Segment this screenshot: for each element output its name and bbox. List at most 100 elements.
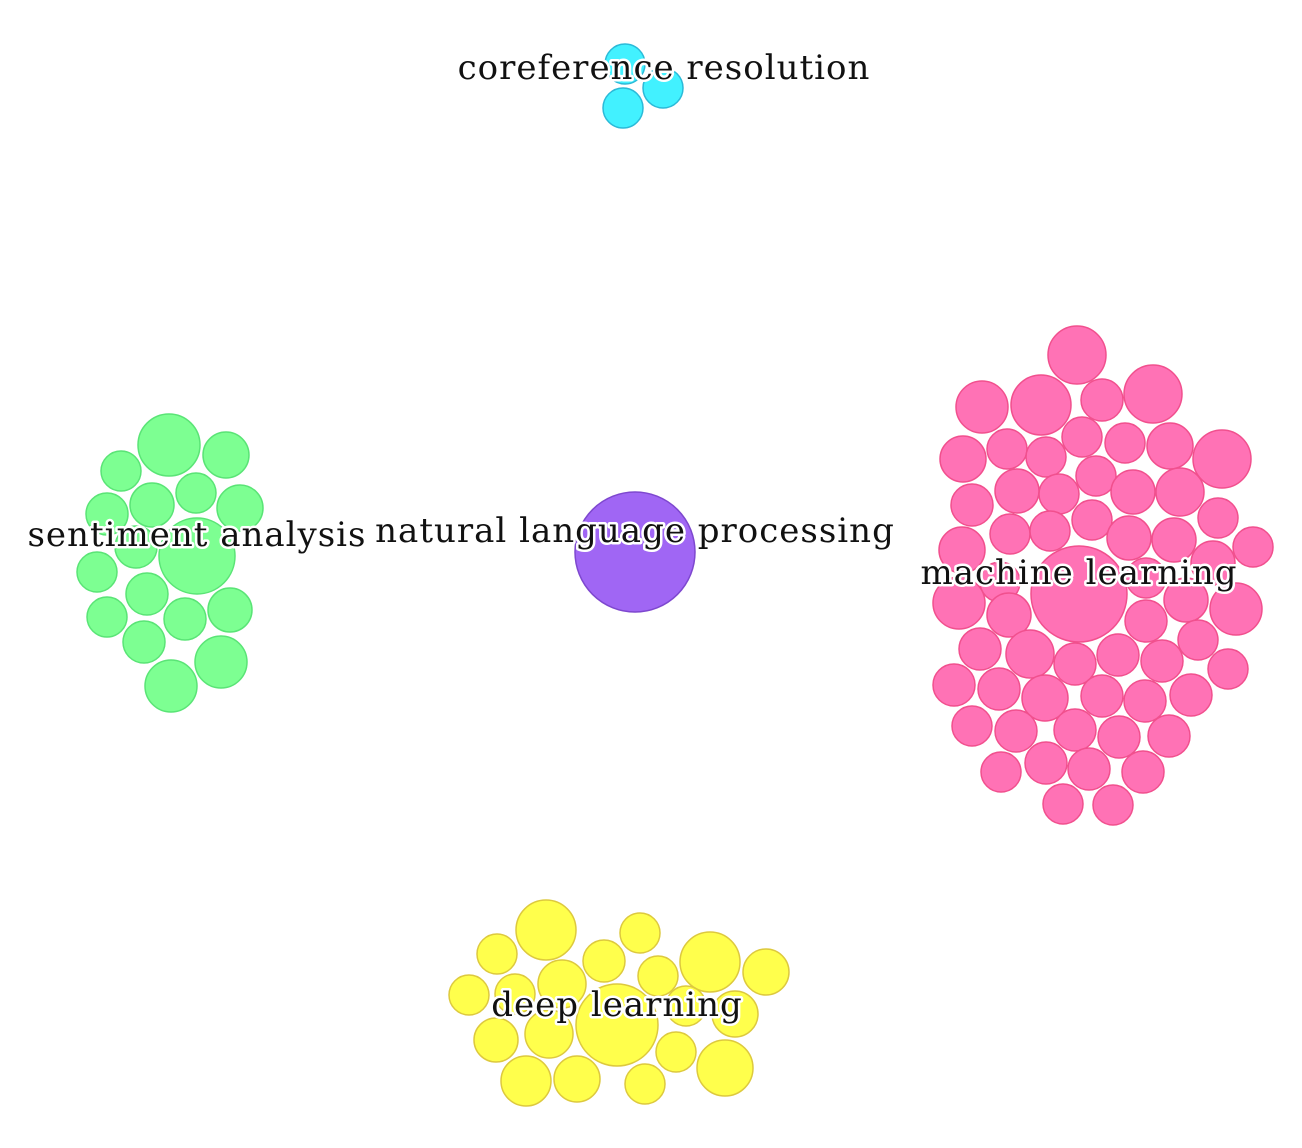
ml-node[interactable] bbox=[932, 663, 976, 707]
ml-node[interactable] bbox=[1042, 783, 1084, 825]
sentiment-node[interactable] bbox=[194, 635, 248, 689]
dl-node[interactable] bbox=[582, 939, 626, 983]
ml-node[interactable] bbox=[980, 751, 1022, 793]
nodes-layer bbox=[76, 43, 1274, 1107]
ml-node[interactable] bbox=[1030, 545, 1128, 643]
ml-node[interactable] bbox=[1140, 639, 1184, 683]
ml-node[interactable] bbox=[1110, 469, 1156, 515]
dl-node[interactable] bbox=[537, 959, 587, 1009]
sentiment-node[interactable] bbox=[202, 431, 250, 479]
sentiment-node[interactable] bbox=[137, 413, 201, 477]
ml-node[interactable] bbox=[1121, 750, 1165, 794]
ml-node[interactable] bbox=[1207, 648, 1249, 690]
dl-node[interactable] bbox=[524, 1009, 574, 1059]
ml-node[interactable] bbox=[1169, 673, 1213, 717]
sentiment-node[interactable] bbox=[122, 620, 166, 664]
ml-node[interactable] bbox=[994, 709, 1038, 753]
ml-node[interactable] bbox=[1147, 714, 1191, 758]
ml-node[interactable] bbox=[1123, 679, 1167, 723]
dl-node[interactable] bbox=[619, 912, 661, 954]
ml-node[interactable] bbox=[1155, 467, 1205, 517]
ml-node[interactable] bbox=[1197, 497, 1239, 539]
dl-node[interactable] bbox=[624, 1063, 666, 1105]
dl-node[interactable] bbox=[476, 933, 518, 975]
ml-node[interactable] bbox=[1024, 741, 1068, 785]
ml-node[interactable] bbox=[1021, 674, 1069, 722]
ml-node[interactable] bbox=[1080, 378, 1124, 422]
sentiment-node[interactable] bbox=[125, 572, 169, 616]
ml-node[interactable] bbox=[1151, 517, 1197, 563]
sentiment-node[interactable] bbox=[100, 450, 142, 492]
ml-node[interactable] bbox=[938, 526, 986, 574]
dl-node[interactable] bbox=[575, 983, 659, 1067]
ml-node[interactable] bbox=[1075, 455, 1117, 497]
ml-node[interactable] bbox=[1192, 429, 1252, 489]
sentiment-node[interactable] bbox=[216, 484, 264, 532]
ml-node[interactable] bbox=[1047, 325, 1107, 385]
ml-node[interactable] bbox=[1124, 599, 1168, 643]
ml-node[interactable] bbox=[1071, 499, 1113, 541]
ml-node[interactable] bbox=[1038, 473, 1080, 515]
sentiment-node[interactable] bbox=[207, 587, 253, 633]
ml-node[interactable] bbox=[1067, 747, 1111, 791]
sentiment-node[interactable] bbox=[129, 482, 175, 528]
sentiment-node[interactable] bbox=[114, 525, 158, 569]
nlp-node[interactable] bbox=[574, 491, 696, 613]
sentiment-node[interactable] bbox=[144, 659, 198, 713]
dl-node[interactable] bbox=[553, 1055, 601, 1103]
ml-node[interactable] bbox=[951, 705, 993, 747]
ml-node[interactable] bbox=[1106, 515, 1152, 561]
ml-node[interactable] bbox=[1104, 422, 1146, 464]
ml-node[interactable] bbox=[986, 592, 1032, 638]
ml-node[interactable] bbox=[1010, 374, 1072, 436]
ml-node[interactable] bbox=[1053, 642, 1097, 686]
dl-node[interactable] bbox=[711, 990, 759, 1038]
sentiment-node[interactable] bbox=[175, 472, 217, 514]
ml-node[interactable] bbox=[1061, 416, 1103, 458]
dl-node[interactable] bbox=[494, 973, 536, 1015]
ml-node[interactable] bbox=[994, 468, 1040, 514]
dl-node[interactable] bbox=[696, 1039, 754, 1097]
ml-node[interactable] bbox=[1005, 629, 1055, 679]
ml-node[interactable] bbox=[950, 483, 994, 527]
sentiment-node[interactable] bbox=[86, 596, 128, 638]
ml-node[interactable] bbox=[977, 667, 1021, 711]
ml-node[interactable] bbox=[1053, 708, 1097, 752]
sentiment-node[interactable] bbox=[85, 492, 129, 536]
dl-node[interactable] bbox=[448, 974, 490, 1016]
dl-node[interactable] bbox=[637, 955, 679, 997]
coreference-node[interactable] bbox=[602, 87, 644, 129]
ml-node[interactable] bbox=[986, 428, 1028, 470]
dl-node[interactable] bbox=[473, 1017, 519, 1063]
dl-node[interactable] bbox=[515, 899, 577, 961]
ml-node[interactable] bbox=[1025, 436, 1067, 478]
ml-node[interactable] bbox=[932, 576, 986, 630]
ml-node[interactable] bbox=[1123, 364, 1183, 424]
ml-node[interactable] bbox=[989, 513, 1031, 555]
dl-node[interactable] bbox=[500, 1055, 552, 1107]
ml-node[interactable] bbox=[958, 627, 1002, 671]
ml-node[interactable] bbox=[1209, 582, 1263, 636]
coreference-node[interactable] bbox=[604, 43, 646, 85]
ml-node[interactable] bbox=[939, 435, 987, 483]
coreference-node[interactable] bbox=[642, 67, 684, 109]
ml-node[interactable] bbox=[1146, 422, 1194, 470]
ml-node[interactable] bbox=[1163, 577, 1209, 623]
sentiment-node[interactable] bbox=[76, 551, 118, 593]
dl-node[interactable] bbox=[665, 985, 707, 1027]
ml-node[interactable] bbox=[1097, 715, 1141, 759]
ml-node[interactable] bbox=[1190, 540, 1236, 586]
sentiment-node[interactable] bbox=[158, 517, 236, 595]
ml-node[interactable] bbox=[1125, 557, 1167, 599]
ml-node[interactable] bbox=[1232, 526, 1274, 568]
sentiment-node[interactable] bbox=[163, 597, 207, 641]
ml-node[interactable] bbox=[1080, 674, 1124, 718]
ml-node[interactable] bbox=[1029, 510, 1071, 552]
ml-node[interactable] bbox=[1096, 633, 1140, 677]
dl-node[interactable] bbox=[655, 1031, 697, 1073]
ml-node[interactable] bbox=[1092, 784, 1134, 826]
dl-node[interactable] bbox=[742, 948, 790, 996]
ml-node[interactable] bbox=[1177, 619, 1219, 661]
ml-node[interactable] bbox=[955, 380, 1009, 434]
dl-node[interactable] bbox=[679, 931, 741, 993]
